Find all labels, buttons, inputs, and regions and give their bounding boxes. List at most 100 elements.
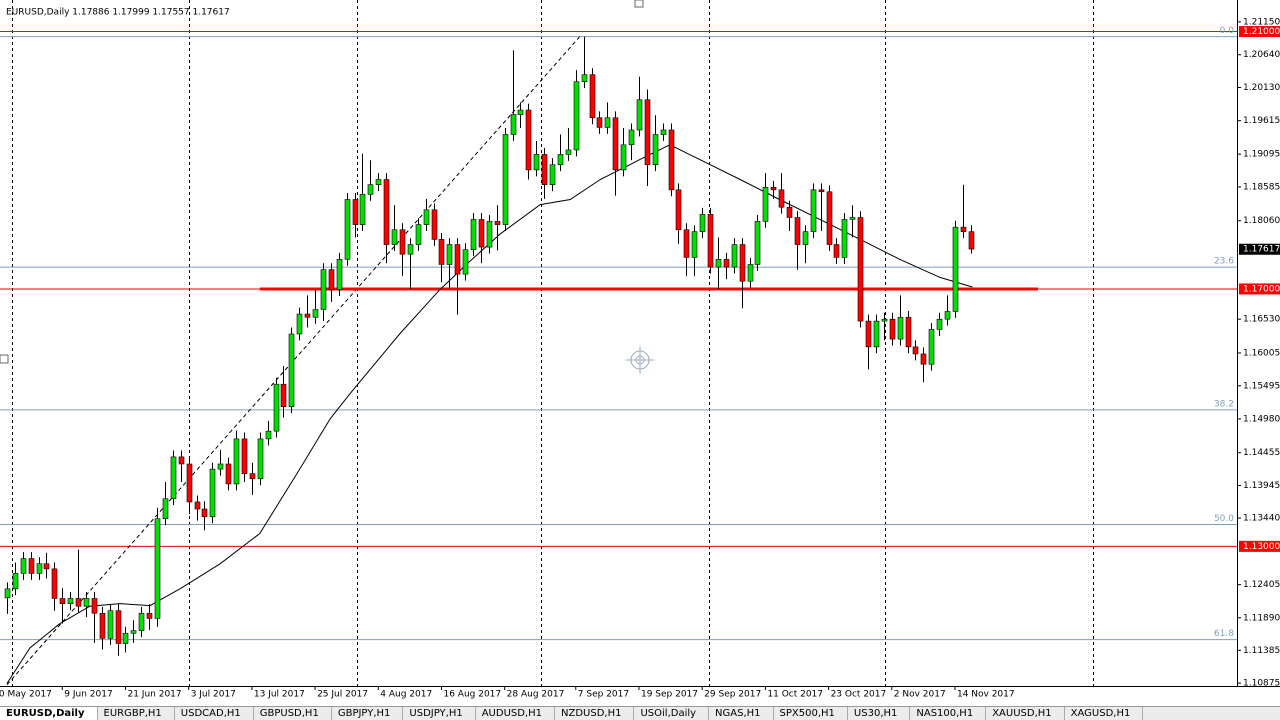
candle-body bbox=[446, 244, 453, 265]
chart-tab[interactable]: NAS100,H1 bbox=[910, 707, 987, 720]
candle-body bbox=[952, 226, 959, 312]
candle-body bbox=[99, 612, 106, 639]
candle-body bbox=[533, 154, 540, 171]
candle-body bbox=[336, 259, 343, 290]
y-tick-label: 1.12405 bbox=[1243, 580, 1280, 590]
candle-body bbox=[478, 219, 485, 248]
last-price-label: 1.17617 bbox=[1243, 245, 1280, 255]
candle-body bbox=[502, 134, 509, 225]
candle-body bbox=[194, 501, 201, 510]
candle-body bbox=[225, 463, 232, 485]
candle-body bbox=[209, 468, 216, 518]
candle-body bbox=[565, 149, 572, 155]
x-tick-label: 30 May 2017 bbox=[0, 690, 52, 700]
candle-body bbox=[723, 259, 730, 268]
candle-body bbox=[67, 598, 74, 604]
x-tick-label: 9 Jun 2017 bbox=[64, 690, 112, 700]
candle-body bbox=[778, 189, 785, 208]
candle-body bbox=[122, 632, 129, 644]
candle-body bbox=[423, 209, 430, 225]
candle-body bbox=[186, 463, 193, 503]
candle-body bbox=[510, 114, 517, 135]
candle-body bbox=[407, 244, 414, 255]
candle-body bbox=[115, 610, 122, 644]
y-tick-label: 1.20130 bbox=[1243, 83, 1280, 93]
candle-body bbox=[352, 199, 359, 225]
candle-body bbox=[739, 244, 746, 282]
level-label: 1.21000 bbox=[1243, 27, 1280, 37]
candle-body bbox=[620, 144, 627, 171]
candle-body bbox=[233, 438, 240, 485]
candle-body bbox=[826, 191, 833, 245]
chart-tab[interactable]: AUDUSD,H1 bbox=[476, 707, 555, 720]
candle-body bbox=[541, 154, 548, 185]
candle-body bbox=[399, 229, 406, 255]
chart-tab[interactable]: US30,H1 bbox=[848, 707, 911, 720]
candle-body bbox=[747, 264, 754, 282]
candle-body bbox=[154, 518, 161, 619]
candle-body bbox=[628, 129, 635, 146]
y-tick-label: 1.11890 bbox=[1243, 613, 1280, 623]
chart-tab[interactable]: SPX500,H1 bbox=[774, 707, 848, 720]
candle-body bbox=[873, 320, 880, 348]
y-tick-label: 1.16005 bbox=[1243, 348, 1280, 358]
candle-body bbox=[802, 231, 809, 245]
tab-bar: EURUSD,Daily EURGBP,H1 USDCAD,H1 GBPUSD,H1 G… bbox=[0, 706, 1280, 720]
candle-body bbox=[138, 612, 145, 631]
candle-body bbox=[889, 318, 896, 340]
candle-body bbox=[470, 219, 477, 250]
candle-body bbox=[675, 189, 682, 231]
candle-body bbox=[431, 209, 438, 240]
chart-title: EURUSD,Daily 1.17886 1.17999 1.17557 1.1… bbox=[6, 8, 230, 18]
chart-tab[interactable]: NZDUSD,H1 bbox=[555, 707, 635, 720]
candle-body bbox=[612, 117, 619, 171]
chart-tab[interactable]: EURUSD,Daily bbox=[0, 707, 98, 720]
chart-tab[interactable]: GBPUSD,H1 bbox=[254, 707, 332, 720]
y-tick-label: 1.14980 bbox=[1243, 414, 1280, 424]
candle-body bbox=[344, 199, 351, 260]
y-tick-label: 1.13945 bbox=[1243, 481, 1280, 491]
candle-body bbox=[810, 189, 817, 232]
candle-body bbox=[257, 438, 264, 480]
chart-tab[interactable]: USDCAD,H1 bbox=[175, 707, 254, 720]
candle-body bbox=[438, 239, 445, 265]
candle-body bbox=[944, 311, 951, 320]
y-tick-label: 1.19615 bbox=[1243, 116, 1280, 126]
candle-body bbox=[549, 164, 556, 185]
candle-body bbox=[304, 313, 311, 318]
level-label-bg bbox=[1239, 283, 1280, 295]
candle-body bbox=[707, 213, 714, 268]
chart-tab[interactable]: XAGUSD,H1 bbox=[1065, 707, 1144, 720]
x-tick-label: 14 Nov 2017 bbox=[957, 690, 1015, 700]
candle-body bbox=[857, 217, 864, 322]
chart-tab[interactable]: NGAS,H1 bbox=[709, 707, 774, 720]
chart-tab[interactable]: XAUUSD,H1 bbox=[986, 707, 1065, 720]
candle-body bbox=[573, 81, 580, 151]
candle-body bbox=[178, 456, 185, 465]
handle bbox=[634, 0, 644, 8]
chart-tab[interactable]: GBPJPY,H1 bbox=[332, 707, 404, 720]
candle-body bbox=[604, 117, 611, 128]
candle-body bbox=[636, 99, 643, 131]
x-tick-label: 25 Jul 2017 bbox=[317, 690, 368, 700]
candle-body bbox=[51, 568, 58, 599]
x-tick-label: 13 Jul 2017 bbox=[254, 690, 305, 700]
level-label-bg bbox=[1239, 26, 1280, 38]
candle-body bbox=[320, 269, 327, 310]
x-axis: 30 May 2017 9 Jun 2017 21 Jun 2017 3 Jul 20… bbox=[0, 686, 1015, 700]
candle-body bbox=[12, 573, 19, 590]
candle-body bbox=[265, 430, 272, 440]
y-tick-label: 1.20640 bbox=[1243, 50, 1280, 60]
candle-body bbox=[517, 109, 524, 115]
chart-tab[interactable]: EURGBP,H1 bbox=[98, 707, 175, 720]
chart-tab[interactable]: USDJPY,H1 bbox=[403, 707, 476, 720]
x-tick-label: 3 Jul 2017 bbox=[191, 690, 236, 700]
candle-body bbox=[762, 186, 769, 222]
candle-body bbox=[865, 320, 872, 348]
candle-body bbox=[960, 226, 967, 232]
moving-average bbox=[6, 144, 973, 684]
candle-body bbox=[660, 129, 667, 135]
candle-body bbox=[28, 558, 35, 574]
chart-tab[interactable]: USOil,Daily bbox=[634, 707, 710, 720]
